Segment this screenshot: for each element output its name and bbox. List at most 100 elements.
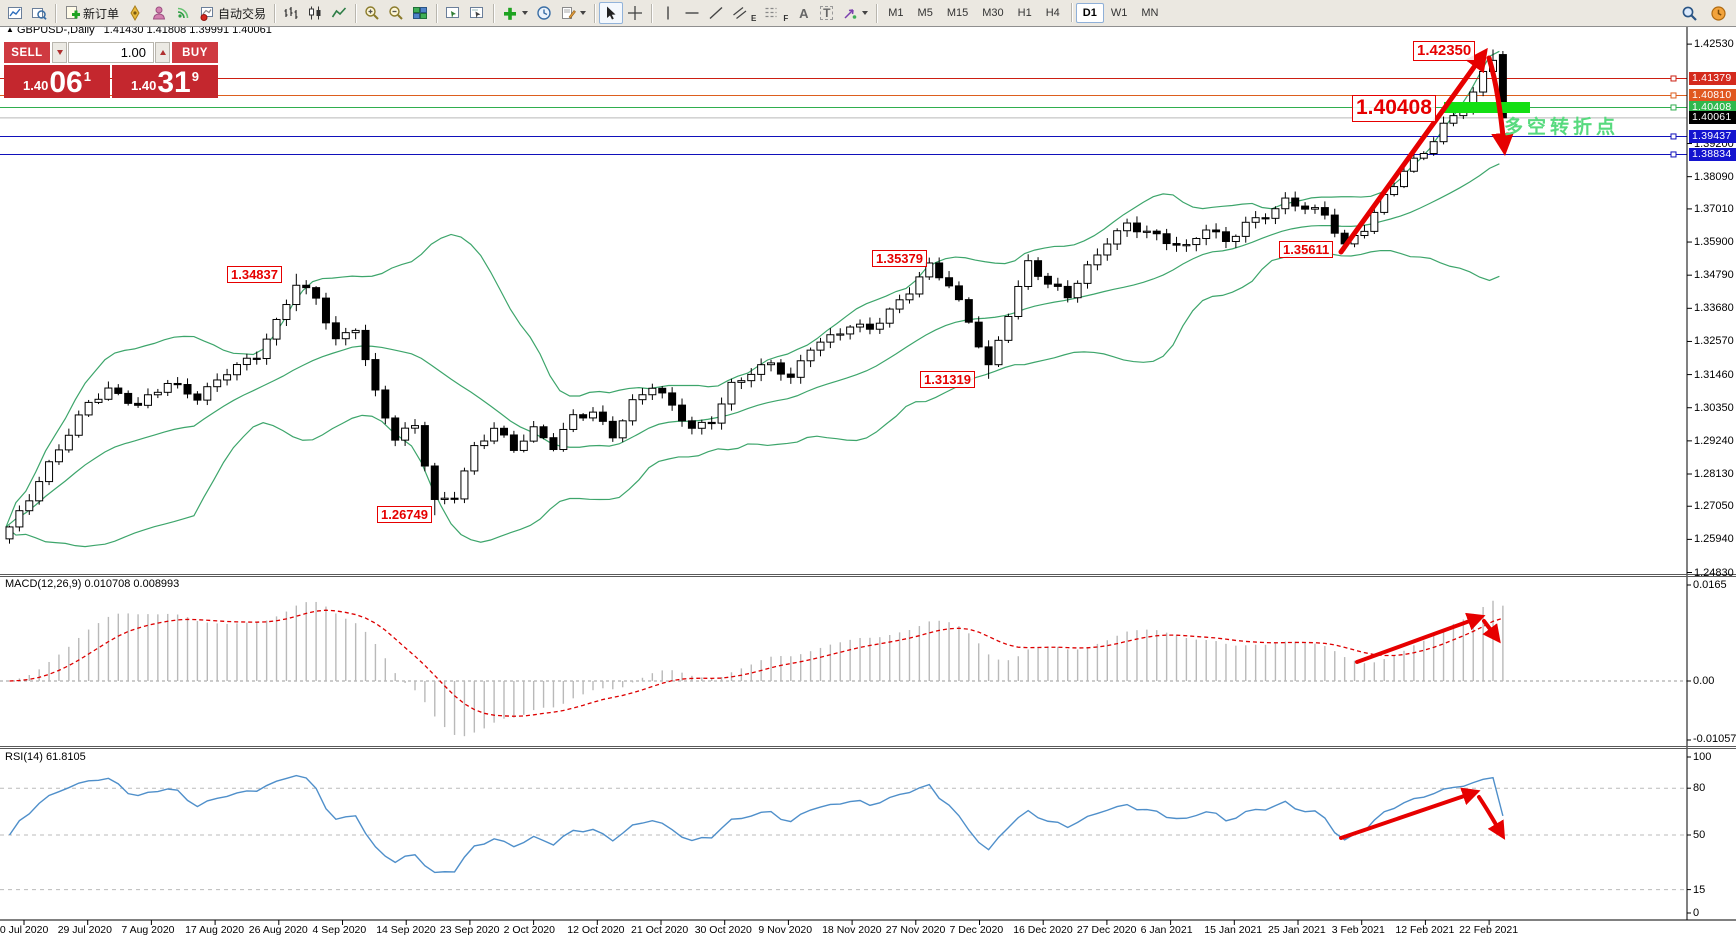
timeframe-m5[interactable]: M5	[917, 7, 933, 19]
candle-bullish	[292, 284, 301, 306]
price-tick-label: 1.27050	[1694, 500, 1734, 513]
data-window-button[interactable]	[441, 2, 465, 24]
period-button[interactable]	[532, 2, 556, 24]
line-anchor-handle[interactable]	[1670, 151, 1677, 158]
equidistant-channel-tool-button[interactable]: E	[728, 2, 760, 24]
sell-button[interactable]: SELL	[4, 42, 50, 63]
sell-price[interactable]: 1.40 06 1	[4, 65, 110, 98]
line-anchor-handle[interactable]	[1670, 133, 1677, 140]
text-label-tool-button[interactable]: T	[815, 2, 838, 24]
bollinger-middle-band	[5, 163, 1500, 528]
candlestick-chart-button[interactable]	[303, 2, 327, 24]
candle-bearish	[361, 329, 370, 361]
price-annotation[interactable]: 1.35611	[1279, 241, 1334, 259]
new-chart-button[interactable]	[3, 2, 27, 24]
price-badge: 1.41379	[1689, 71, 1736, 85]
price-annotation[interactable]: 1.42350	[1413, 41, 1476, 61]
trendline-tool-button[interactable]	[704, 2, 728, 24]
new-order-button[interactable]: 新订单	[60, 2, 123, 24]
candle-bullish	[1419, 153, 1428, 159]
volume-input[interactable]: 1.00	[68, 42, 154, 63]
volume-decrement-button[interactable]	[52, 42, 67, 63]
dropdown-caret-icon	[862, 11, 869, 15]
price-annotation[interactable]: 1.26749	[377, 506, 432, 524]
timeframe-w1[interactable]: W1	[1110, 7, 1128, 19]
date-label: 27 Dec 2020	[1076, 924, 1137, 936]
candle-bearish	[945, 277, 954, 287]
price-tick-label: 1.35900	[1694, 236, 1734, 249]
tile-windows-button[interactable]	[408, 2, 432, 24]
cursor-tool-button[interactable]	[599, 2, 624, 24]
add-indicator-button[interactable]	[498, 2, 532, 24]
timeframe-mn[interactable]: MN	[1141, 7, 1159, 19]
green-zone-bar[interactable]	[1444, 102, 1530, 113]
search-button[interactable]	[1677, 2, 1702, 24]
candle-bearish	[964, 299, 973, 323]
candle-bullish	[1370, 211, 1379, 232]
candle-bullish	[727, 381, 736, 405]
timeframe-m30[interactable]: M30	[982, 7, 1004, 19]
timeframe-h4[interactable]: H4	[1045, 7, 1060, 19]
price-badge: 1.39437	[1689, 129, 1736, 143]
trend-arrow[interactable]	[1482, 619, 1501, 644]
toolbar-separator	[493, 3, 495, 23]
autotrading-icon	[200, 7, 214, 21]
toolbar: 新订单 自动交易 E F A T M1 M5 M15 M30 H1 H4 D1 W1 MN	[0, 0, 1736, 27]
trend-arrow[interactable]	[1339, 787, 1481, 840]
trend-arrow[interactable]	[1486, 55, 1515, 156]
timeframe-d1[interactable]: D1	[1075, 3, 1104, 23]
timeframe-h1[interactable]: H1	[1017, 7, 1032, 19]
price-annotation[interactable]: 1.34837	[227, 266, 282, 284]
fibonacci-tool-button[interactable]: F	[760, 2, 792, 24]
zoom-in-button[interactable]	[360, 2, 384, 24]
date-label: 16 Dec 2020	[1013, 924, 1073, 936]
line-anchor-handle[interactable]	[1670, 92, 1677, 99]
timeframe-m15[interactable]: M15	[946, 7, 969, 19]
vertical-line-tool-button[interactable]	[656, 2, 680, 24]
candle-bullish	[143, 394, 152, 406]
templates-button[interactable]	[556, 2, 590, 24]
date-label: 7 Aug 2020	[121, 924, 175, 936]
compass-button[interactable]	[123, 2, 147, 24]
candle-bearish	[381, 389, 390, 419]
market-watch-icon	[152, 6, 166, 20]
line-chart-button[interactable]	[327, 2, 351, 24]
candle-bullish	[895, 299, 904, 310]
date-label: 17 Aug 2020	[185, 924, 245, 936]
price-annotation[interactable]: 1.40408	[1352, 95, 1436, 122]
trend-arrow[interactable]	[1355, 612, 1486, 664]
candle-bullish	[905, 293, 914, 301]
crosshair-tool-button[interactable]	[623, 2, 647, 24]
sell-price-big: 06	[49, 66, 83, 99]
trend-arrow[interactable]	[1477, 795, 1506, 840]
line-anchor-handle[interactable]	[1670, 104, 1677, 111]
bar-chart-button[interactable]	[279, 2, 303, 24]
horizontal-line-tool-button[interactable]	[680, 2, 704, 24]
candle-bullish	[74, 414, 83, 436]
price-annotation[interactable]: 1.31319	[920, 371, 975, 389]
collapse-marker-icon[interactable]: ▲	[6, 25, 14, 34]
timeframe-m1[interactable]: M1	[888, 7, 904, 19]
buy-price[interactable]: 1.40 31 9	[112, 65, 218, 98]
navigator-button[interactable]	[465, 2, 489, 24]
candle-bearish	[321, 297, 330, 324]
candle-bearish	[1172, 243, 1181, 246]
volume-increment-button[interactable]	[155, 42, 170, 63]
alerts-button[interactable]	[1706, 2, 1731, 24]
line-anchor-handle[interactable]	[1670, 75, 1677, 82]
chart-profiles-button[interactable]	[27, 2, 51, 24]
trend-arrow[interactable]	[1338, 47, 1488, 255]
zoom-out-button[interactable]	[384, 2, 408, 24]
candle-bearish	[786, 373, 795, 378]
signals-button[interactable]	[171, 2, 195, 24]
date-label: 14 Sep 2020	[376, 924, 436, 936]
candle-bullish	[223, 374, 232, 381]
text-tool-button[interactable]: A	[792, 2, 815, 24]
arrow-tools-button[interactable]	[838, 2, 872, 24]
autotrading-button[interactable]: 自动交易	[195, 2, 270, 24]
price-annotation[interactable]: 1.35379	[872, 250, 927, 268]
date-label: 30 Oct 2020	[694, 924, 752, 936]
market-watch-button[interactable]	[147, 2, 171, 24]
buy-button[interactable]: BUY	[172, 42, 218, 63]
